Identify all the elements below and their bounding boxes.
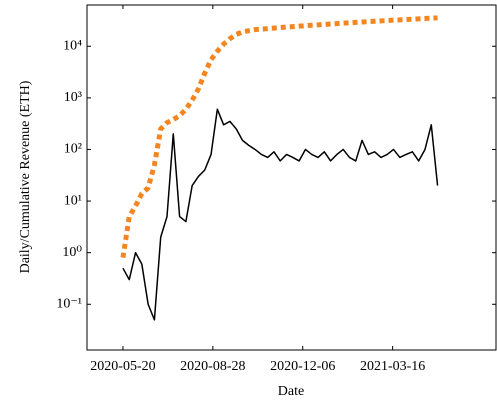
y-tick-label: 10¹ [64, 193, 82, 208]
series-line [120, 15, 438, 259]
y-tick-label: 10⁰ [62, 245, 82, 260]
y-tick-label: 10³ [64, 90, 82, 105]
x-tick-label: 2020-05-20 [90, 359, 155, 374]
plot-frame [86, 4, 497, 351]
x-axis-label: Date [278, 384, 304, 399]
series-line [122, 108, 439, 321]
x-tick-label: 2021-03-16 [360, 359, 425, 374]
x-tick-label: 2020-08-28 [180, 359, 245, 374]
x-tick-label: 2020-12-06 [270, 359, 335, 374]
y-axis-label: Daily/Cumulative Revenue (ETH) [18, 80, 33, 273]
y-tick-label: 10⁴ [63, 38, 82, 53]
y-tick-label: 10⁻¹ [56, 296, 82, 311]
y-tick-label: 10² [64, 142, 82, 157]
